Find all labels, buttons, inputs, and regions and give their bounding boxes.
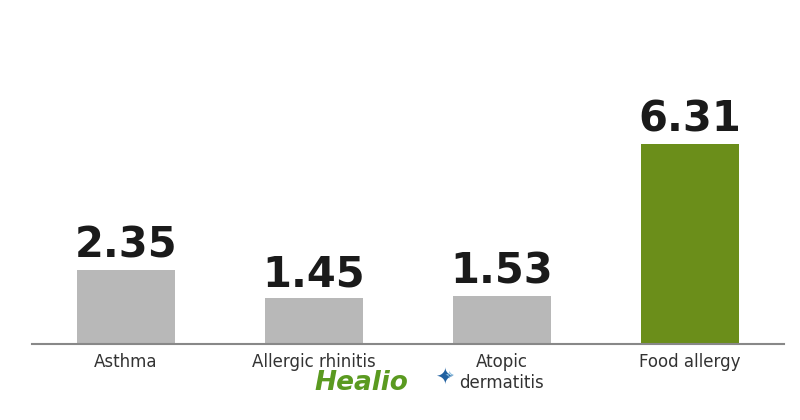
Text: ✧: ✧: [445, 371, 454, 381]
Bar: [641, 144, 739, 344]
Bar: [77, 270, 175, 344]
Text: ✦: ✦: [435, 369, 454, 388]
Text: Hazard ratios for eosinophilic esophagitis with atopic diseases:: Hazard ratios for eosinophilic esophagit…: [20, 25, 692, 44]
Text: Healio: Healio: [314, 370, 409, 396]
Text: 2.35: 2.35: [74, 225, 178, 267]
Text: 1.53: 1.53: [450, 251, 554, 293]
Bar: [265, 298, 363, 344]
Bar: [453, 296, 551, 344]
Text: 1.45: 1.45: [262, 253, 366, 295]
Text: 6.31: 6.31: [638, 99, 742, 141]
